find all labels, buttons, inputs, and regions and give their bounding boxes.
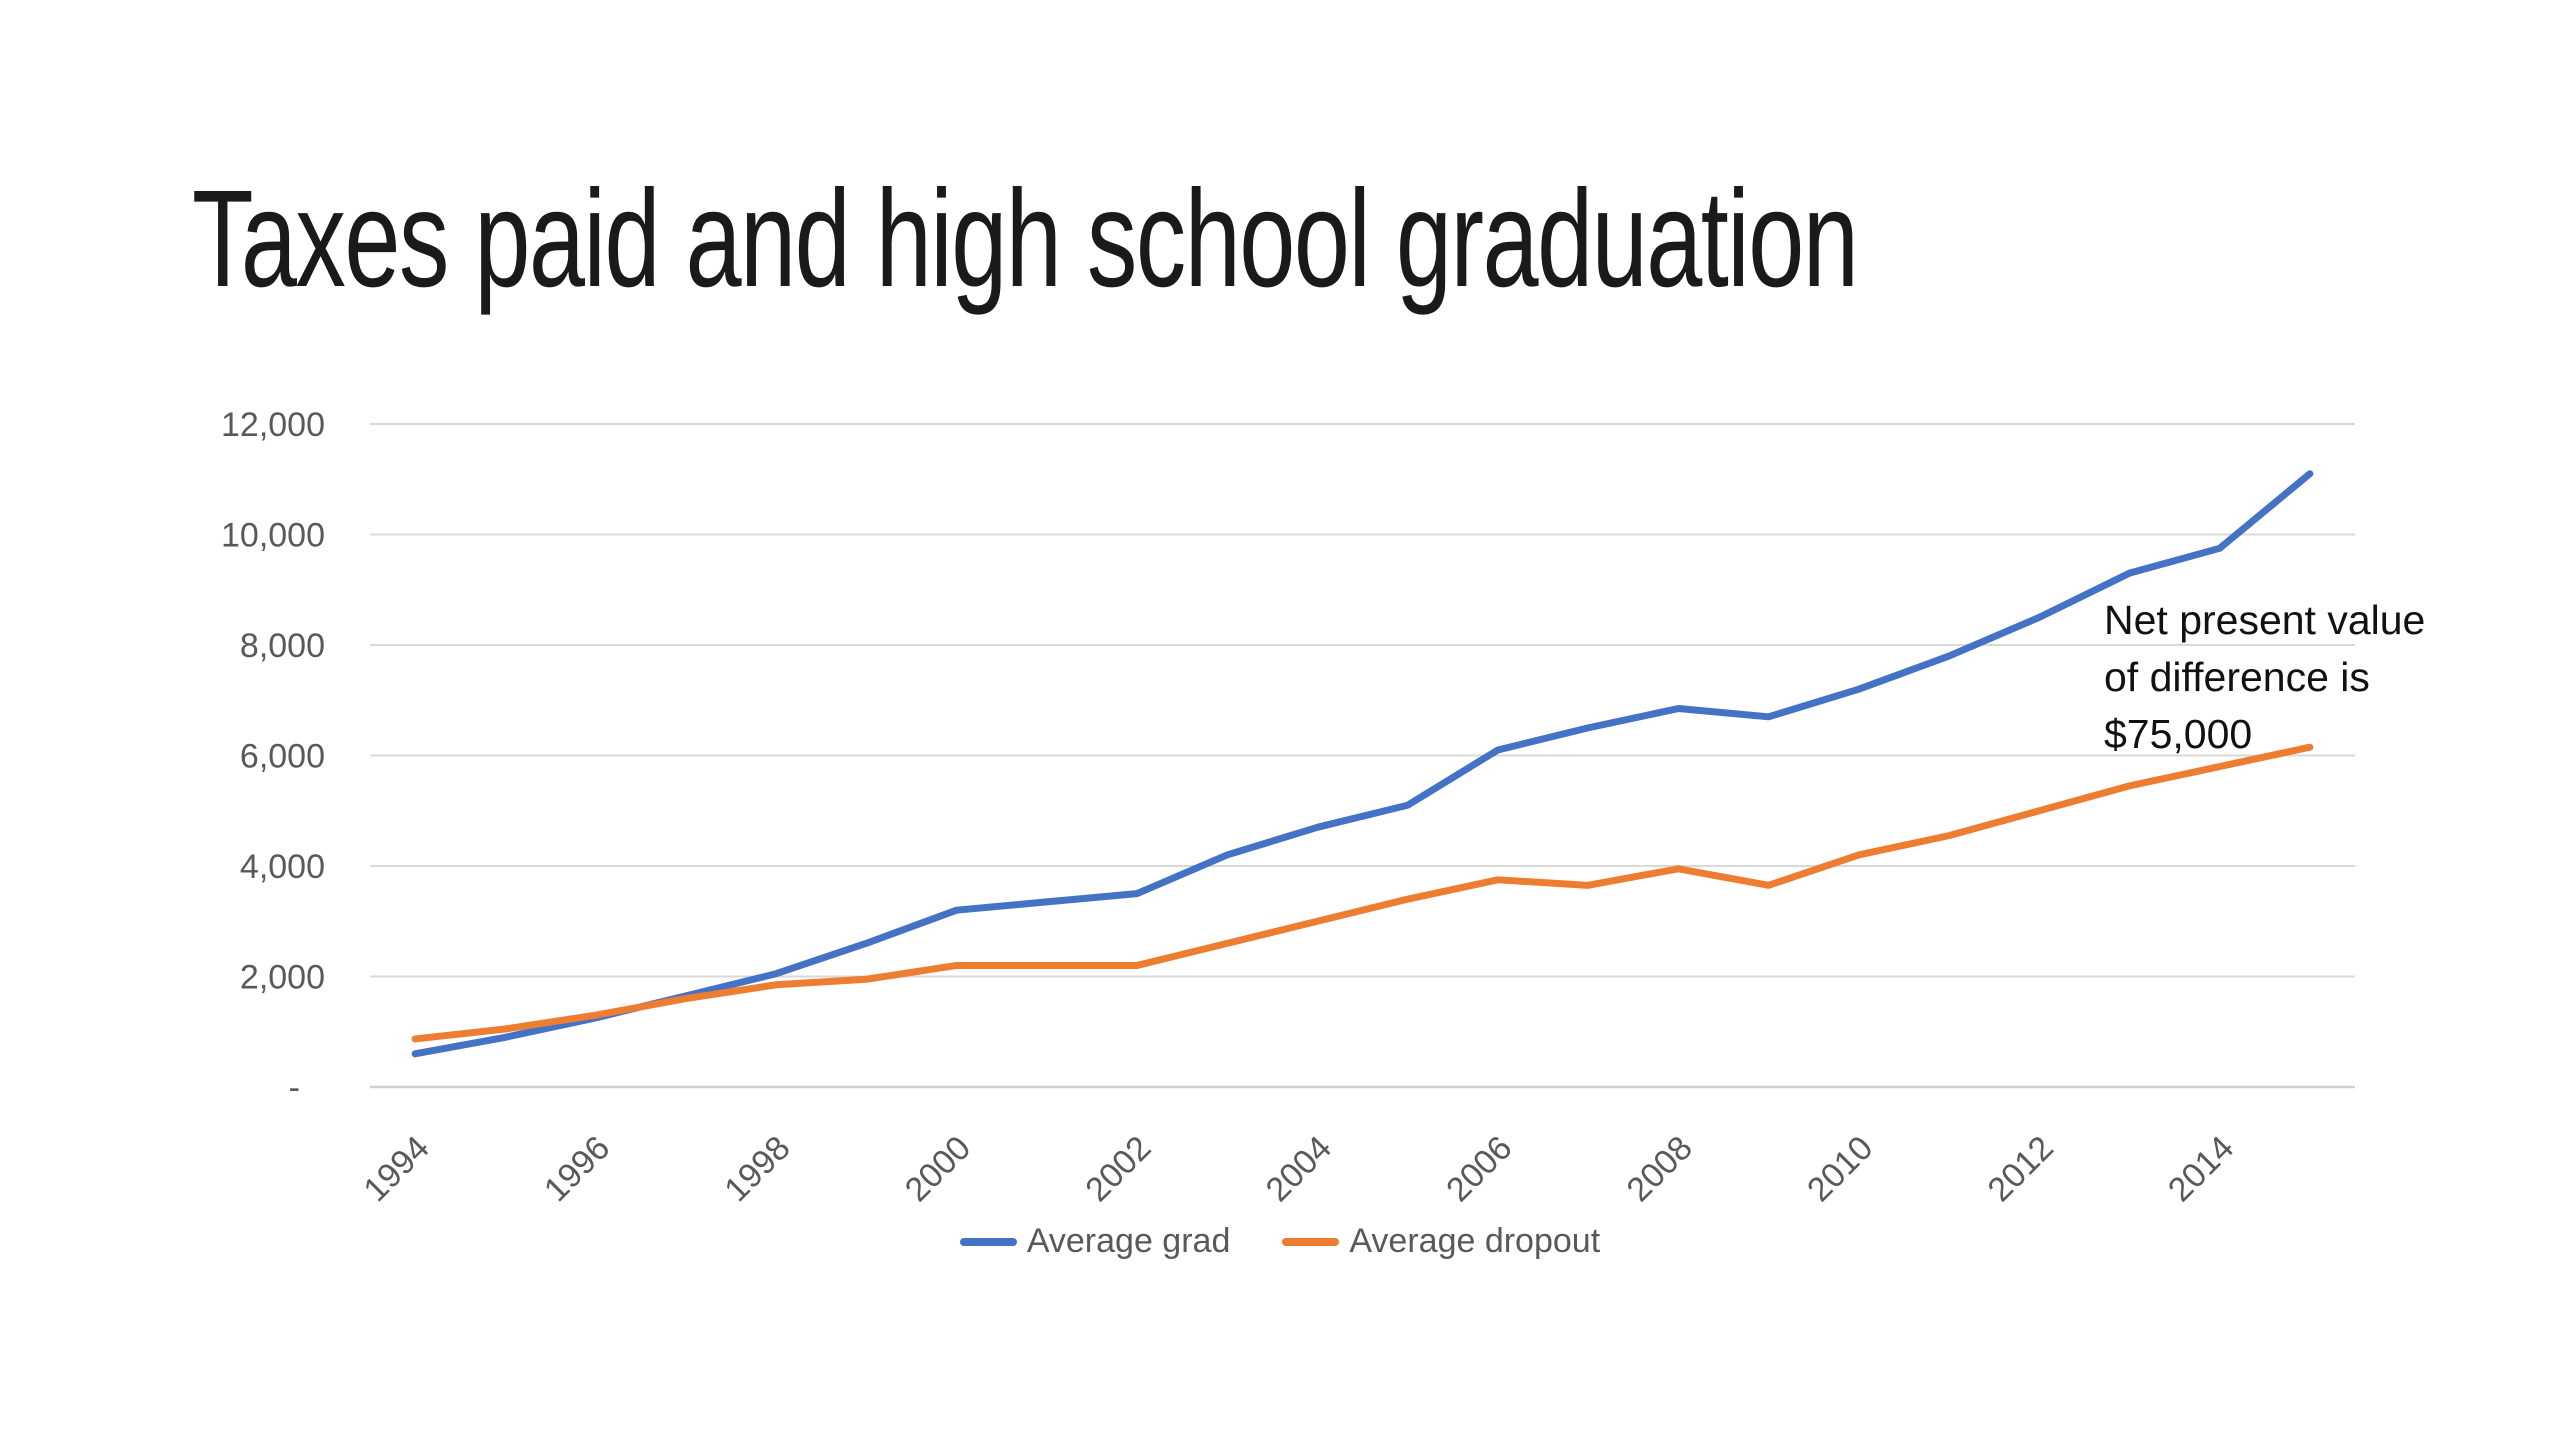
x-tick-label: 1994 bbox=[356, 1129, 436, 1209]
x-tick-label: 1998 bbox=[717, 1129, 797, 1209]
legend-label-average-dropout: Average dropout bbox=[1349, 1222, 1601, 1260]
chart-legend: Average grad Average dropout bbox=[0, 1222, 2560, 1261]
legend-item-average-dropout: Average dropout bbox=[1282, 1222, 1600, 1261]
legend-item-average-grad: Average grad bbox=[959, 1222, 1231, 1261]
legend-swatch-average-dropout bbox=[1282, 1237, 1340, 1246]
chart-annotation: Net present value of difference is $75,0… bbox=[2104, 592, 2425, 763]
x-tick-label: 2014 bbox=[2161, 1129, 2241, 1209]
y-tick-label: 2,000 bbox=[240, 959, 325, 997]
series-line-average-grad bbox=[411, 470, 2314, 1058]
legend-label-average-grad: Average grad bbox=[1026, 1222, 1231, 1260]
y-tick-label: 6,000 bbox=[240, 738, 325, 776]
x-tick-label: 2000 bbox=[898, 1129, 978, 1209]
x-axis-tick-labels: 1994 1996 1998 2000 2002 2004 2006 2008 2010 2012… bbox=[356, 1129, 2241, 1209]
series-line-average-dropout bbox=[411, 743, 2314, 1043]
chart-title: Taxes paid and high school graduation bbox=[192, 162, 1859, 316]
x-tick-label: 2004 bbox=[1259, 1129, 1339, 1209]
plot-gridlines bbox=[370, 423, 2355, 1089]
x-tick-label: 2006 bbox=[1439, 1129, 1519, 1209]
x-tick-label: 1996 bbox=[537, 1129, 617, 1209]
y-tick-label: 4,000 bbox=[240, 848, 325, 886]
y-tick-label: 12,000 bbox=[221, 406, 325, 444]
x-tick-label: 2012 bbox=[1981, 1129, 2061, 1209]
y-tick-label: 8,000 bbox=[240, 627, 325, 665]
x-tick-label: 2010 bbox=[1800, 1129, 1880, 1209]
y-tick-label: 10,000 bbox=[221, 517, 325, 555]
x-tick-label: 2008 bbox=[1620, 1129, 1700, 1209]
annotation-line-1: Net present value bbox=[2104, 597, 2426, 643]
legend-swatch-average-grad bbox=[959, 1237, 1017, 1246]
series-lines bbox=[411, 470, 2314, 1058]
annotation-line-2: of difference is bbox=[2104, 654, 2370, 700]
y-axis-tick-labels: - 2,000 4,000 6,000 8,000 10,000 12,000 bbox=[221, 406, 325, 1107]
y-tick-label: - bbox=[289, 1069, 300, 1107]
annotation-line-3: $75,000 bbox=[2104, 711, 2253, 757]
x-tick-label: 2002 bbox=[1078, 1129, 1158, 1209]
